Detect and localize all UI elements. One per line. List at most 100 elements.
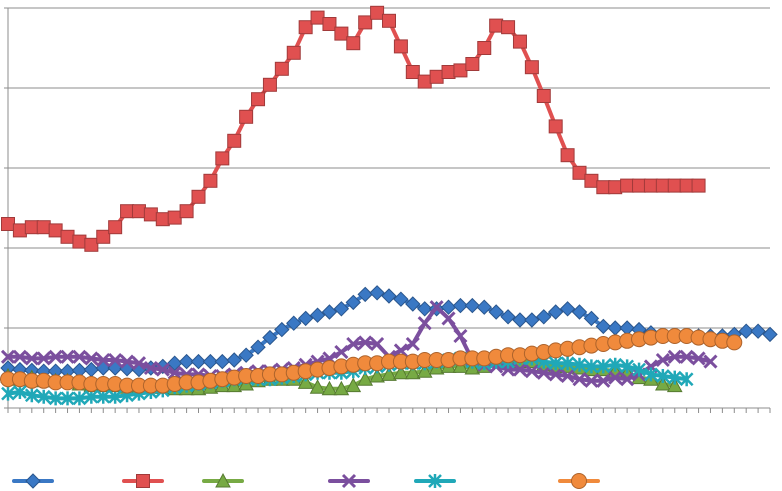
data-point: [334, 344, 349, 360]
data-point: [239, 109, 254, 124]
data-point: [536, 309, 552, 325]
data-point: [262, 77, 277, 92]
data-point: [393, 291, 409, 307]
data-point: [357, 286, 373, 303]
data-point: [60, 229, 75, 244]
series-layer: [0, 5, 778, 406]
data-point: [655, 369, 670, 383]
data-point: [679, 178, 694, 193]
data-point: [143, 207, 158, 222]
data-point: [738, 323, 754, 339]
data-point: [500, 309, 516, 325]
data-point: [370, 336, 385, 352]
data-point: [632, 362, 646, 377]
data-point: [357, 371, 374, 386]
data-point: [608, 180, 623, 195]
data-point: [441, 65, 456, 79]
data-point: [1, 386, 15, 401]
data-point: [667, 178, 682, 193]
legend-item-5: [414, 474, 456, 488]
data-point: [358, 15, 373, 30]
data-point: [24, 220, 39, 235]
data-point: [404, 364, 421, 380]
data-point: [166, 355, 183, 371]
data-point: [596, 373, 611, 388]
data-point: [72, 391, 87, 406]
data-point: [547, 304, 564, 320]
data-point: [250, 339, 266, 355]
data-point: [96, 389, 111, 404]
data-point: [12, 349, 27, 364]
data-point: [489, 18, 504, 33]
data-point: [679, 372, 694, 387]
data-point: [667, 349, 682, 364]
data-point: [750, 323, 766, 339]
data-point: [441, 311, 456, 326]
data-point: [286, 45, 301, 60]
data-point: [572, 357, 587, 372]
legend-swatch-marker: [428, 474, 442, 488]
data-point: [488, 304, 504, 320]
legend: [12, 472, 600, 489]
data-point: [321, 380, 338, 396]
data-point: [477, 41, 492, 55]
data-point: [608, 370, 623, 385]
data-point: [571, 304, 588, 320]
data-point: [286, 315, 302, 331]
data-point: [381, 288, 397, 304]
data-point: [274, 61, 289, 76]
data-point: [584, 359, 599, 374]
data-point: [346, 336, 361, 352]
data-point: [452, 297, 469, 314]
data-point: [429, 300, 444, 315]
data-point: [321, 304, 338, 320]
data-point: [762, 326, 778, 343]
data-point: [679, 349, 694, 364]
data-point: [108, 352, 123, 368]
legend-item-3: [202, 472, 244, 488]
legend-swatch-marker: [571, 473, 587, 489]
data-point: [191, 189, 206, 204]
data-point: [453, 63, 468, 78]
data-point: [620, 178, 635, 193]
data-point: [345, 377, 362, 393]
data-point: [155, 362, 170, 377]
data-point: [346, 36, 361, 51]
data-point: [60, 349, 75, 364]
data-point: [596, 359, 611, 374]
series-6: [0, 328, 743, 394]
data-point: [560, 356, 575, 371]
data-point: [548, 119, 563, 134]
data-point: [464, 297, 481, 314]
data-point: [524, 364, 539, 379]
data-point: [333, 380, 350, 396]
data-point: [666, 377, 683, 393]
data-point: [691, 178, 706, 193]
data-point: [108, 220, 123, 235]
data-point: [560, 368, 575, 384]
data-point: [36, 351, 51, 366]
data-point: [345, 294, 361, 311]
data-point: [381, 366, 397, 381]
series-1: [0, 285, 778, 379]
data-point: [453, 328, 468, 344]
legend-item-1: [12, 473, 54, 489]
data-point: [215, 151, 230, 166]
data-point: [72, 349, 87, 364]
data-point: [120, 204, 135, 219]
data-point: [417, 316, 432, 331]
data-point: [572, 165, 587, 180]
data-point: [48, 391, 63, 406]
data-point: [370, 5, 385, 20]
data-point: [416, 363, 433, 378]
data-point: [60, 391, 75, 406]
legend-swatch-marker: [136, 474, 150, 488]
data-point: [512, 362, 528, 377]
data-point: [405, 65, 420, 79]
data-point: [667, 370, 682, 385]
legend-item-4: [328, 473, 370, 489]
data-point: [512, 312, 528, 328]
data-point: [465, 57, 480, 71]
data-point: [405, 296, 421, 312]
